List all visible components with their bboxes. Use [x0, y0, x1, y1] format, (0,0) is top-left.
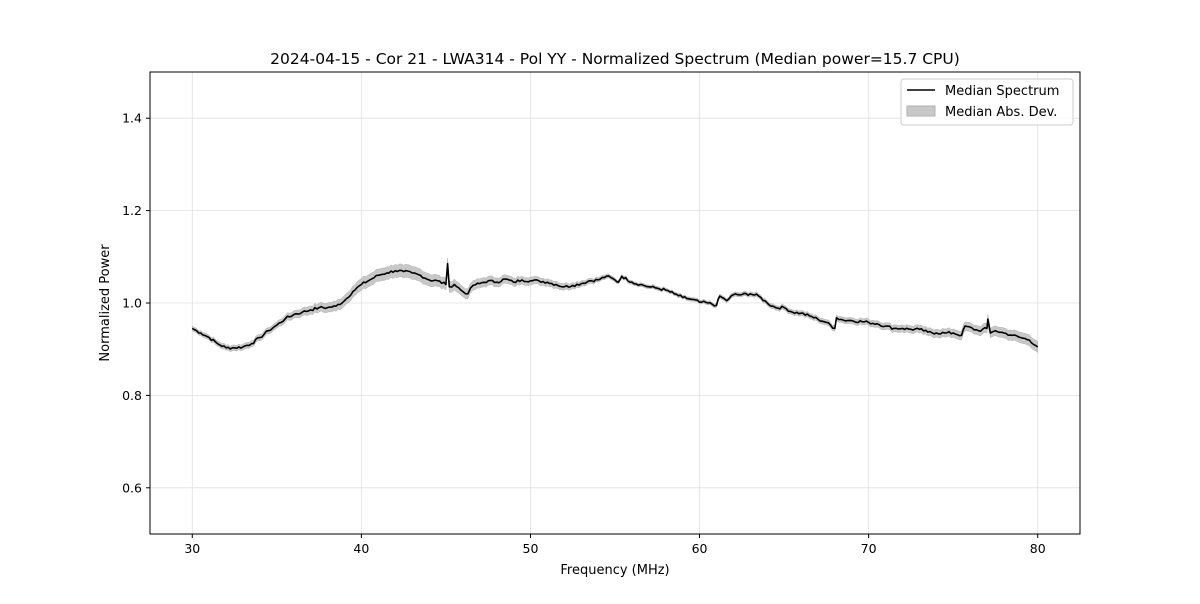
legend-band-swatch — [906, 105, 936, 117]
y-tick-label: 1.2 — [122, 203, 142, 218]
x-tick-label: 80 — [1030, 541, 1046, 556]
median-spectrum-line — [191, 262, 1039, 350]
legend-label-mad: Median Abs. Dev. — [945, 105, 1057, 120]
legend: Median Spectrum Median Abs. Dev. — [900, 78, 1074, 126]
y-tick-label: 1.4 — [122, 111, 142, 126]
legend-box — [900, 78, 1074, 126]
axis-ticks: 30 40 50 60 70 80 0.6 0.8 1.0 1.2 1.4 — [122, 111, 1046, 556]
x-tick-label: 40 — [353, 541, 369, 556]
chart-title: 2024-04-15 - Cor 21 - LWA314 - Pol YY - … — [270, 50, 960, 68]
mad-band — [192, 258, 1038, 353]
grid — [150, 72, 1080, 534]
y-tick-label: 0.8 — [122, 388, 142, 403]
x-tick-label: 60 — [692, 541, 708, 556]
x-tick-label: 50 — [523, 541, 539, 556]
legend-label-median: Median Spectrum — [945, 84, 1059, 99]
x-tick-label: 70 — [861, 541, 877, 556]
x-axis-label: Frequency (MHz) — [560, 563, 669, 578]
y-tick-label: 0.6 — [122, 480, 142, 495]
y-axis-label: Normalized Power — [98, 244, 113, 362]
y-tick-label: 1.0 — [122, 296, 142, 311]
x-tick-label: 30 — [184, 541, 200, 556]
